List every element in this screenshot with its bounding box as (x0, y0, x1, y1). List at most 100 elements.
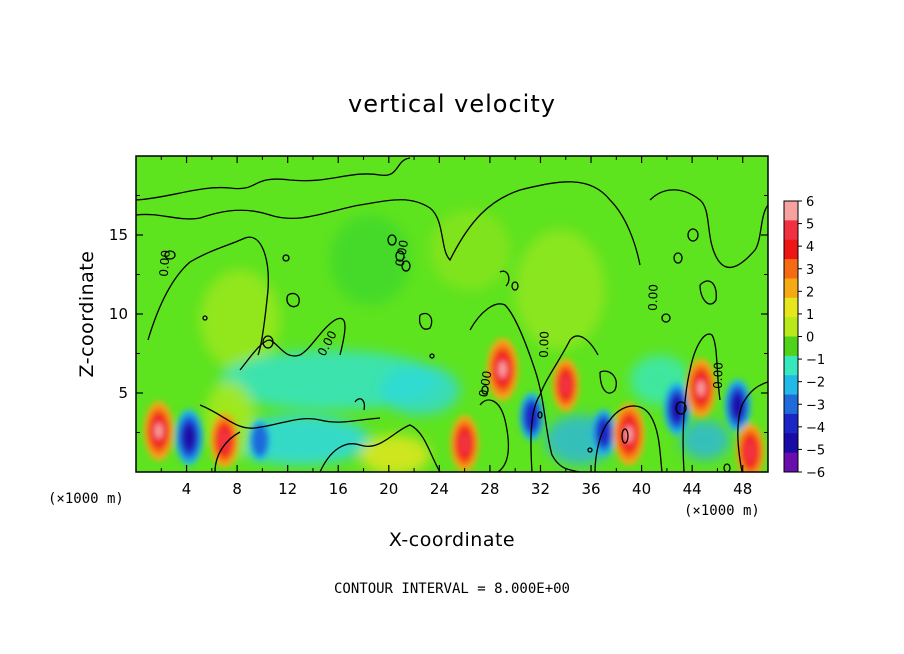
colorbar-tick-label: 5 (806, 218, 814, 233)
updraft-cell (155, 423, 163, 439)
colorbar-tick-label: 2 (806, 285, 814, 300)
y-axis: 5 10 15 (109, 195, 768, 433)
shade-patch (360, 435, 430, 472)
colorbar-swatch (784, 220, 798, 241)
contour-line (319, 424, 441, 472)
colorbar-tick-label: −2 (806, 376, 825, 391)
contour-line (699, 280, 717, 305)
colorbar-swatch (784, 201, 798, 221)
contour-line (147, 236, 269, 356)
contour-line (594, 405, 663, 472)
contour-interval-note: CONTOUR INTERVAL = 8.000E+00 (334, 581, 570, 597)
contour-line (239, 317, 346, 371)
colorbar-swatch (784, 278, 798, 299)
shade-patch (680, 420, 730, 460)
contour-line (282, 254, 290, 262)
updraft-cell (560, 374, 572, 397)
colorbar-swatch (784, 452, 798, 473)
x-axis: 4 8 12 16 20 24 28 32 36 40 44 48 (160, 156, 752, 498)
downdraft-cell (183, 426, 195, 449)
contour-line (202, 315, 208, 321)
colorbar-tick-label: −3 (806, 398, 825, 413)
contour-line (530, 335, 599, 472)
colorbar-tick-label: −5 (806, 443, 825, 458)
colorbar-swatch (784, 336, 798, 357)
contour-line (395, 250, 405, 262)
contour-line (675, 401, 687, 415)
colorbar-swatch (784, 394, 798, 415)
contour-line (199, 404, 381, 429)
contour-line (479, 399, 510, 472)
y-tick-label: 15 (109, 226, 128, 244)
chart-title: vertical velocity (348, 90, 556, 118)
colorbar-swatch (784, 355, 798, 376)
contour-line (469, 303, 581, 472)
x-tick-label: 36 (581, 480, 600, 498)
x-tick-label: 28 (480, 480, 499, 498)
updraft-cell (458, 431, 471, 456)
contour-line (687, 228, 699, 242)
contour-line (673, 252, 683, 264)
colorbar: 6 5 4 3 2 1 0 −1 −2 −3 −4 −5 −6 (783, 195, 825, 481)
contour-line (429, 353, 435, 359)
field-area: 0.00 0.00 0.00 0.00 0.00 0.00 0.00 (136, 156, 768, 472)
x-tick-label: 32 (531, 480, 550, 498)
y-axis-label: Z-coordinate (76, 251, 98, 378)
contour-line (649, 189, 768, 269)
contour-label: 0.00 (537, 331, 552, 358)
contour-line (737, 381, 768, 472)
colorbar-swatch (784, 433, 798, 454)
contour-line (136, 157, 411, 201)
updraft-cell (625, 426, 633, 442)
contour-line (418, 312, 433, 330)
updraft-cell (498, 361, 507, 378)
colorbar-tick-label: −6 (806, 466, 825, 481)
contour-line (286, 292, 300, 308)
colorbar-tick-label: 3 (806, 263, 814, 278)
contour-line (401, 260, 411, 272)
colorbar-tick-label: 1 (806, 308, 814, 323)
contour-label: 0.00 (157, 249, 173, 277)
colorbar-tick-label: 0 (806, 331, 814, 346)
contour-line (387, 234, 397, 246)
colorbar-tick-label: −4 (806, 421, 825, 436)
colorbar-swatch (784, 317, 798, 337)
y-tick-label: 10 (109, 305, 128, 323)
updraft-cell (697, 380, 705, 396)
x-unit-label: (×1000 m) (684, 503, 760, 519)
contour-line (682, 333, 721, 472)
colorbar-swatch (784, 297, 798, 318)
contour-line (621, 428, 629, 444)
x-tick-label: 20 (379, 480, 398, 498)
shade-patch (330, 215, 410, 305)
downdraft-cell (524, 402, 539, 432)
contour-line (511, 281, 519, 291)
contour-line (354, 398, 366, 411)
updraft-cell (218, 428, 231, 452)
x-tick-label: 40 (632, 480, 651, 498)
contour-label: 0.00 (711, 362, 726, 389)
contour-line (214, 431, 241, 472)
contour-line (262, 335, 274, 349)
contour-line (136, 181, 641, 266)
y-tick-label: 5 (118, 384, 128, 402)
shade-patch (430, 210, 510, 290)
x-tick-label: 16 (329, 480, 348, 498)
contour-line (499, 270, 510, 287)
shade-patch (515, 230, 605, 350)
x-tick-label: 48 (733, 480, 752, 498)
shade-patch (380, 365, 460, 415)
colorbar-swatch (784, 239, 798, 260)
contour-line (164, 250, 176, 260)
x-tick-label: 8 (232, 480, 242, 498)
y-unit-label: (×1000 m) (48, 491, 124, 507)
contour-line (723, 463, 731, 472)
cell-layer (143, 338, 765, 472)
x-tick-label: 4 (182, 480, 192, 498)
contour-label: 0.00 (646, 284, 661, 311)
colorbar-swatch (784, 375, 798, 396)
colorbar-tick-label: −1 (806, 353, 825, 368)
contour-line (587, 447, 593, 453)
contour-lines (136, 157, 768, 472)
